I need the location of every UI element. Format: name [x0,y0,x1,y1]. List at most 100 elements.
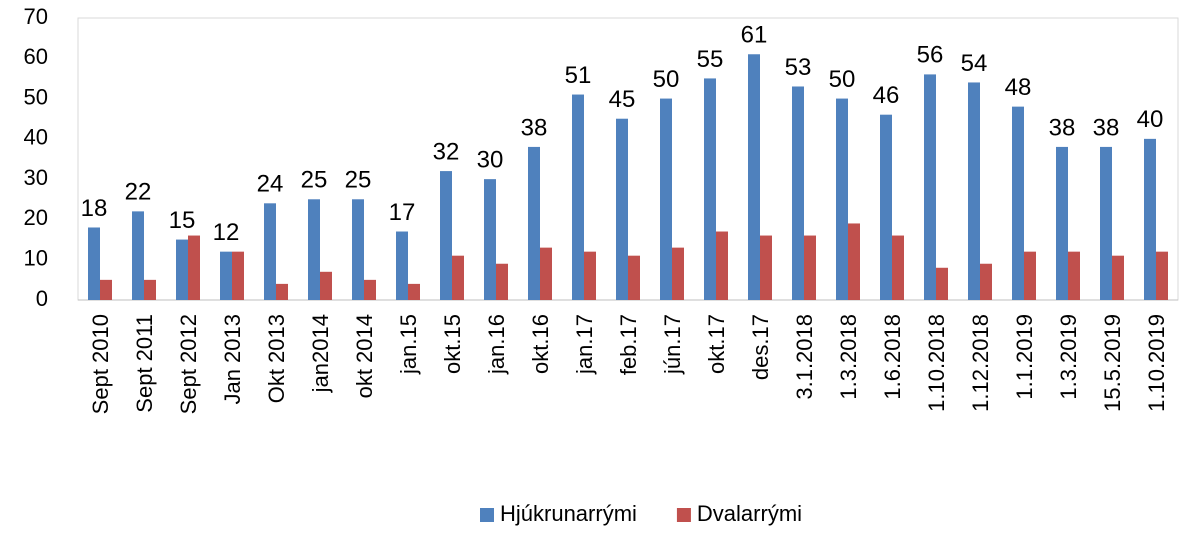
x-tick-label: okt.15 [440,314,465,374]
bar [440,171,452,300]
bar [88,227,100,300]
bar [176,239,188,300]
bar [760,235,772,300]
y-tick-label: 30 [24,165,48,190]
bar [452,255,464,300]
x-tick-label: des.17 [748,314,773,380]
bar [980,263,992,300]
legend-swatch [480,508,494,522]
x-tick-label: 1.6.2018 [880,314,905,400]
y-tick-label: 50 [24,84,48,109]
x-tick-label: 1.10.2019 [1144,314,1169,412]
bar [408,283,420,300]
data-label: 55 [697,46,724,73]
bar [1144,138,1156,300]
data-label: 54 [961,50,988,77]
bar [100,279,112,300]
data-label: 17 [389,199,416,226]
bar [188,235,200,300]
x-tick-label: jan2014 [308,314,333,393]
bar [748,54,760,300]
bar [484,179,496,300]
x-tick-label: 15.5.2019 [1100,314,1125,412]
y-tick-label: 40 [24,125,48,150]
y-tick-label: 60 [24,44,48,69]
x-tick-label: Sept 2011 [132,314,157,413]
data-label: 48 [1005,74,1032,101]
bar [220,251,232,300]
bar [264,203,276,300]
x-tick-label: okt 2014 [352,314,377,398]
data-label: 12 [213,219,240,246]
bar [804,235,816,300]
bar [1112,255,1124,300]
x-tick-label: Okt 2013 [264,314,289,403]
x-tick-label: 3.1.2018 [792,314,817,400]
x-tick-label: Jan 2013 [220,314,245,405]
data-label: 22 [125,179,152,206]
bar [1156,251,1168,300]
legend-label: Hjúkrunarrými [500,501,637,526]
data-label: 50 [829,66,856,93]
bar [672,247,684,300]
x-tick-label: 1.3.2018 [836,314,861,400]
data-label: 25 [301,167,328,194]
bar [320,271,332,300]
data-label: 15 [169,207,196,234]
data-label: 50 [653,66,680,93]
data-label: 46 [873,82,900,109]
bar [792,86,804,300]
bar [232,251,244,300]
bar [704,78,716,300]
bar [496,263,508,300]
x-tick-label: okt.16 [528,314,553,374]
x-tick-label: feb.17 [616,314,641,375]
bar [848,223,860,300]
x-tick-label: 1.12.2018 [968,314,993,412]
x-tick-label: jan.16 [484,314,509,375]
bar [968,82,980,300]
x-tick-label: jan.15 [396,314,421,375]
data-label: 18 [81,195,108,222]
bar [144,279,156,300]
legend-label: Dvalarrými [697,501,802,526]
bar [1056,146,1068,300]
x-tick-label: Sept 2010 [88,314,113,414]
bar [528,146,540,300]
x-tick-label: okt.17 [704,314,729,374]
y-tick-label: 70 [24,4,48,29]
bar [1024,251,1036,300]
bar [396,231,408,300]
bar [540,247,552,300]
data-label: 53 [785,54,812,81]
bar [308,199,320,300]
bar [1012,106,1024,300]
bar [924,74,936,301]
bar [1100,146,1112,300]
x-tick-label: 1.10.2018 [924,314,949,412]
data-label: 61 [741,22,768,49]
bar [892,235,904,300]
bar [276,283,288,300]
bar [716,231,728,300]
y-tick-label: 10 [24,246,48,271]
bar [628,255,640,300]
data-label: 25 [345,167,372,194]
bar [660,98,672,300]
y-tick-label: 20 [24,205,48,230]
bar [936,267,948,300]
data-label: 38 [521,114,548,141]
data-label: 38 [1093,114,1120,141]
legend-swatch [676,508,691,522]
bar [584,251,596,300]
data-label: 38 [1049,114,1076,141]
data-label: 51 [565,62,592,89]
bar [572,94,584,301]
bar [364,279,376,300]
bar [836,98,848,300]
bar [132,211,144,300]
data-label: 56 [917,42,944,69]
x-tick-label: Sept 2012 [176,314,201,414]
x-tick-label: jún.17 [660,314,685,375]
